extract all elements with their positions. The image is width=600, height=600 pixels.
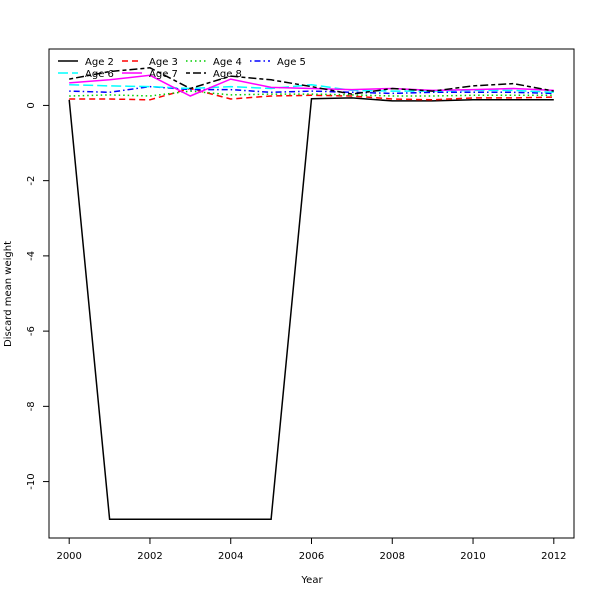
y-axis-title: Discard mean weight: [3, 241, 14, 347]
x-tick-label: 2002: [137, 551, 162, 562]
series-line-7: [69, 67, 554, 95]
legend-label-6: Age 7: [149, 69, 178, 80]
x-tick-label: 2006: [299, 551, 324, 562]
series-line-1: [68, 97, 554, 520]
plot-frame: [48, 48, 575, 539]
legend-label-5: Age 6: [85, 69, 114, 80]
y-tick-label: -8: [26, 401, 37, 411]
series-line-2: [69, 87, 554, 101]
y-tick-label: -2: [26, 176, 37, 186]
series-line-6: [69, 74, 554, 97]
legend-label-7: Age 8: [213, 69, 242, 80]
y-tick-label: -4: [26, 251, 37, 261]
x-axis: 2000 2002 2004 2006 2008 2010 2012: [56, 538, 567, 562]
x-tick-label: 2010: [460, 551, 485, 562]
legend: Age 2 Age 3 Age 4 Age 5 Age 6 Age 7 Age 8: [58, 57, 306, 80]
y-tick-label: -10: [26, 473, 37, 489]
legend-label-2: Age 3: [149, 57, 178, 68]
x-axis-title: Year: [300, 575, 323, 586]
series-line-5: [69, 83, 554, 94]
x-tick-label: 2012: [541, 551, 566, 562]
series-layer: [68, 67, 554, 520]
legend-label-3: Age 4: [213, 57, 242, 68]
y-tick-label: -6: [26, 326, 37, 336]
legend-label-1: Age 2: [85, 57, 114, 68]
x-tick-label: 2008: [380, 551, 405, 562]
y-axis: -10 -8 -6 -4 -2 0: [26, 102, 49, 490]
legend-label-4: Age 5: [277, 57, 306, 68]
y-tick-label: 0: [26, 102, 37, 108]
x-tick-label: 2004: [218, 551, 243, 562]
x-tick-label: 2000: [56, 551, 81, 562]
series-line-4: [69, 85, 554, 95]
